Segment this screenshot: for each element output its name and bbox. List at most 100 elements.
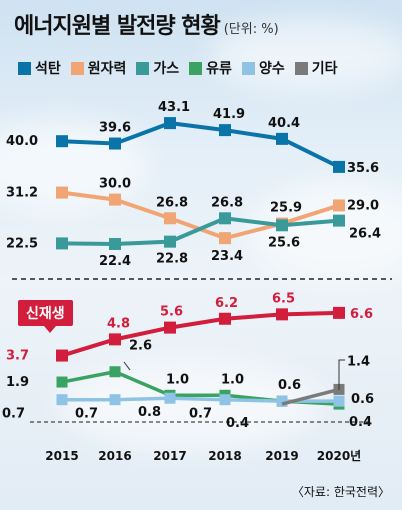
series-line-0 <box>61 121 340 169</box>
marker-5-3 <box>219 394 231 406</box>
legend-item-pumped: 양수 <box>241 58 285 78</box>
data-label-5-1: 0.7 <box>75 407 98 422</box>
data-label-3-2: 5.6 <box>160 305 183 320</box>
legend-label-other: 기타 <box>311 61 338 77</box>
marker-2-4 <box>276 219 288 232</box>
legend-swatch-other <box>294 61 308 75</box>
data-label-3-4: 6.5 <box>272 291 295 306</box>
legend-label-gas: 가스 <box>153 61 180 77</box>
data-label-1-1: 30.0 <box>99 177 131 192</box>
data-label-5-4: 0.4 <box>226 416 249 431</box>
marker-4-1 <box>109 366 121 378</box>
legend-swatch-pumped <box>241 61 255 75</box>
marker-3-5 <box>333 306 345 319</box>
data-label-2-0: 22.5 <box>6 236 38 251</box>
marker-0-2 <box>164 117 176 130</box>
data-label-2-5: 26.4 <box>349 227 381 242</box>
marker-2-5 <box>333 214 345 227</box>
data-label-4-0: 1.9 <box>6 375 29 390</box>
marker-0-3 <box>219 124 231 137</box>
data-label-3-0: 3.7 <box>6 349 29 364</box>
legend-item-gas: 가스 <box>136 58 179 78</box>
marker-2-2 <box>164 235 176 248</box>
series-line-6 <box>281 387 340 406</box>
x-tick-label-2: 2017 <box>153 449 186 463</box>
marker-2-1 <box>109 237 121 250</box>
data-label-2-1: 22.4 <box>99 254 131 269</box>
data-label-3-1: 4.8 <box>107 316 130 331</box>
data-label-4-3: 1.0 <box>221 372 244 387</box>
data-label-2-3: 26.8 <box>211 195 243 210</box>
data-label-5-2: 0.8 <box>138 405 161 420</box>
data-label-0-0: 40.0 <box>6 134 38 149</box>
data-label-5-0: 0.7 <box>2 407 25 422</box>
x-tick-label-0: 2015 <box>45 449 78 463</box>
legend-label-oil: 유류 <box>206 61 232 77</box>
x-tick-label-1: 2016 <box>98 449 131 463</box>
marker-1-5 <box>333 199 345 212</box>
marker-5-5 <box>333 395 345 407</box>
legend-swatch-gas <box>136 61 150 75</box>
data-label-6-5: 1.4 <box>347 354 370 369</box>
data-label-2-2: 22.8 <box>156 252 188 267</box>
marker-0-1 <box>109 137 121 150</box>
data-label-0-1: 39.6 <box>99 121 131 136</box>
data-label-4-1: 2.6 <box>129 339 152 354</box>
data-label-4-4: 0.6 <box>278 378 301 393</box>
legend-item-oil: 유류 <box>189 58 232 78</box>
marker-5-0 <box>56 394 68 406</box>
marker-0-4 <box>276 132 288 145</box>
legend-item-coal: 석탄 <box>18 58 61 78</box>
series-line-3 <box>61 310 340 358</box>
source-note: 〈자료: 한국전력〉 <box>291 485 390 499</box>
marker-3-0 <box>56 349 68 362</box>
data-label-2-4: 25.6 <box>268 235 300 250</box>
legend-item-other: 기타 <box>294 58 338 78</box>
marker-3-1 <box>109 333 121 346</box>
data-label-5-3: 0.7 <box>189 407 212 422</box>
marker-1-3 <box>219 232 231 245</box>
marker-0-5 <box>333 160 345 173</box>
marker-5-4 <box>276 395 288 407</box>
legend-swatch-nuclear <box>70 61 84 75</box>
other-leader-line <box>338 359 345 390</box>
marker-5-1 <box>109 394 121 406</box>
marker-0-0 <box>56 135 68 148</box>
data-label-1-5: 29.0 <box>347 198 379 213</box>
legend-swatch-coal <box>18 61 31 75</box>
legend-swatch-oil <box>189 61 203 75</box>
legend-label-nuclear: 원자력 <box>87 61 127 77</box>
data-label-1-2: 26.8 <box>156 195 188 210</box>
data-label-4-2: 1.0 <box>166 372 189 387</box>
marker-1-1 <box>109 193 121 206</box>
marker-5-2 <box>164 392 176 404</box>
renewable-badge: 신재생 <box>18 300 73 333</box>
marker-3-4 <box>276 308 288 321</box>
data-label-1-0: 31.2 <box>6 186 38 201</box>
marker-4-0 <box>56 376 68 388</box>
chart-title: 에너지원별 발전량 현황 (단위: %) <box>14 14 279 39</box>
legend: 석탄 원자력 가스 유류 양수 기타 <box>18 58 347 78</box>
x-tick-label-4: 2019 <box>265 449 298 463</box>
data-label-1-4: 25.9 <box>270 201 302 216</box>
data-label-3-5: 6.6 <box>350 307 373 322</box>
series-line-2 <box>61 216 340 246</box>
marker-2-3 <box>219 212 231 225</box>
data-label-0-4: 40.4 <box>268 116 300 131</box>
data-label-0-2: 43.1 <box>158 100 190 115</box>
marker-1-0 <box>56 186 68 199</box>
data-label-3-3: 6.2 <box>215 296 238 311</box>
data-label-0-3: 41.9 <box>213 107 245 122</box>
x-tick-label-5: 2020년 <box>317 449 361 463</box>
data-label-5-5: 0.6 <box>351 392 374 407</box>
legend-item-nuclear: 원자력 <box>70 58 127 78</box>
unit-label: (단위: %) <box>223 22 279 37</box>
legend-label-pumped: 양수 <box>258 61 285 77</box>
legend-label-coal: 석탄 <box>35 61 61 77</box>
marker-2-0 <box>56 237 68 250</box>
marker-1-2 <box>164 212 176 225</box>
data-label-4-5: 0.4 <box>349 415 372 430</box>
x-tick-label-3: 2018 <box>208 449 241 463</box>
data-label-1-3: 23.4 <box>211 249 243 264</box>
